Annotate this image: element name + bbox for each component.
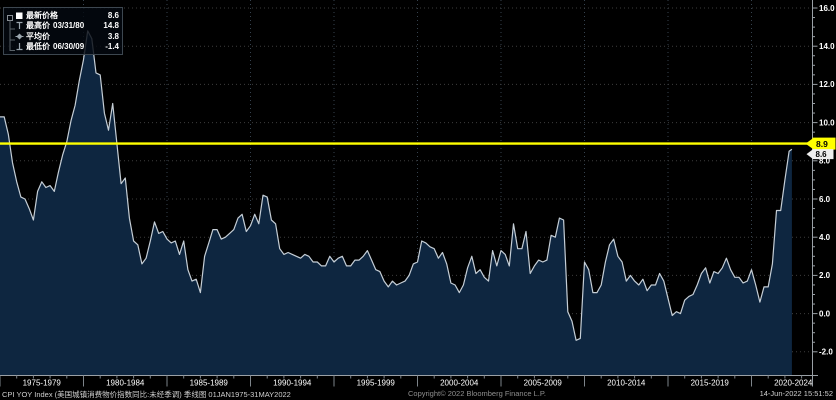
x-axis-label: 2015-2019 [691,379,730,388]
x-axis-label: 2005-2009 [524,379,563,388]
legend-row-high[interactable]: 最高价 03/31/80 14.8 [6,21,119,32]
legend-value: 8.6 [107,10,119,20]
y-axis-label: 0.0 [819,309,831,318]
footer-bar: CPI YOY Index (美国城镇消费物价指数同比:未经季调) 季线图 01… [0,388,836,400]
x-axis-label: 1990-1994 [273,379,312,388]
latest-price-square-icon [15,11,26,20]
y-axis-label: 16.0 [819,4,835,13]
average-price-diamond-icon [15,32,26,41]
yellow-line-badge-label: 8.9 [816,139,828,149]
yellow-line-badge [812,137,836,150]
legend-tree-icon [7,15,15,51]
y-axis-label: 12.0 [819,80,835,89]
y-axis-label: 4.0 [819,233,831,242]
cpi-area-series [0,30,792,376]
y-axis-label: -2.0 [819,348,833,357]
copyright-text: Copyright© 2022 Bloomberg Finance L.P. [408,389,546,398]
legend-label: 平均价 [26,31,50,41]
timestamp: 14-Jun-2022 15:51:52 [759,389,833,398]
legend-label: 最低价 [26,42,50,52]
legend-row-latest[interactable]: 最新价格 8.6 [6,10,119,21]
low-price-tick-icon [15,42,26,51]
yellow-badge-arrow-icon [805,138,813,149]
x-axis-label: 1980-1984 [106,379,145,388]
y-axis-label: 14.0 [819,42,835,51]
legend-row-low[interactable]: 最低价 06/30/09 -1.4 [6,42,119,53]
x-axis-label: 1995-1999 [357,379,396,388]
x-axis-label: 2000-2004 [440,379,479,388]
x-axis-label: 1975-1979 [23,379,62,388]
x-axis-label: 2010-2014 [607,379,646,388]
legend-date: 03/31/80 [53,21,85,31]
x-axis-label: 2020-2024 [774,379,813,388]
legend-label: 最高价 [26,21,50,31]
cpi-price-line [0,30,793,341]
last-price-badge-label: 8.6 [816,150,828,159]
x-axis-label: 1985-1989 [190,379,229,388]
y-axis-label: 10.0 [819,118,835,127]
legend-value: -1.4 [105,42,119,52]
high-price-tick-icon [15,21,26,30]
legend-box[interactable]: 最新价格 8.6 最高价 03/31/80 14.8 平均价 3.8 [3,7,123,55]
security-description: CPI YOY Index (美国城镇消费物价指数同比:未经季调) 季线图 01… [2,390,291,399]
legend-value: 3.8 [107,31,119,41]
legend-label: 最新价格 [26,10,58,20]
last-price-arrow-icon [806,149,813,159]
legend-value: 14.8 [103,21,119,31]
y-axis-label: 6.0 [819,195,831,204]
y-axis-label: 8.0 [819,157,831,166]
y-axis-label: 2.0 [819,271,831,280]
legend-date: 06/30/09 [53,42,85,52]
legend-row-average[interactable]: 平均价 3.8 [6,31,119,42]
last-price-badge [812,149,834,160]
